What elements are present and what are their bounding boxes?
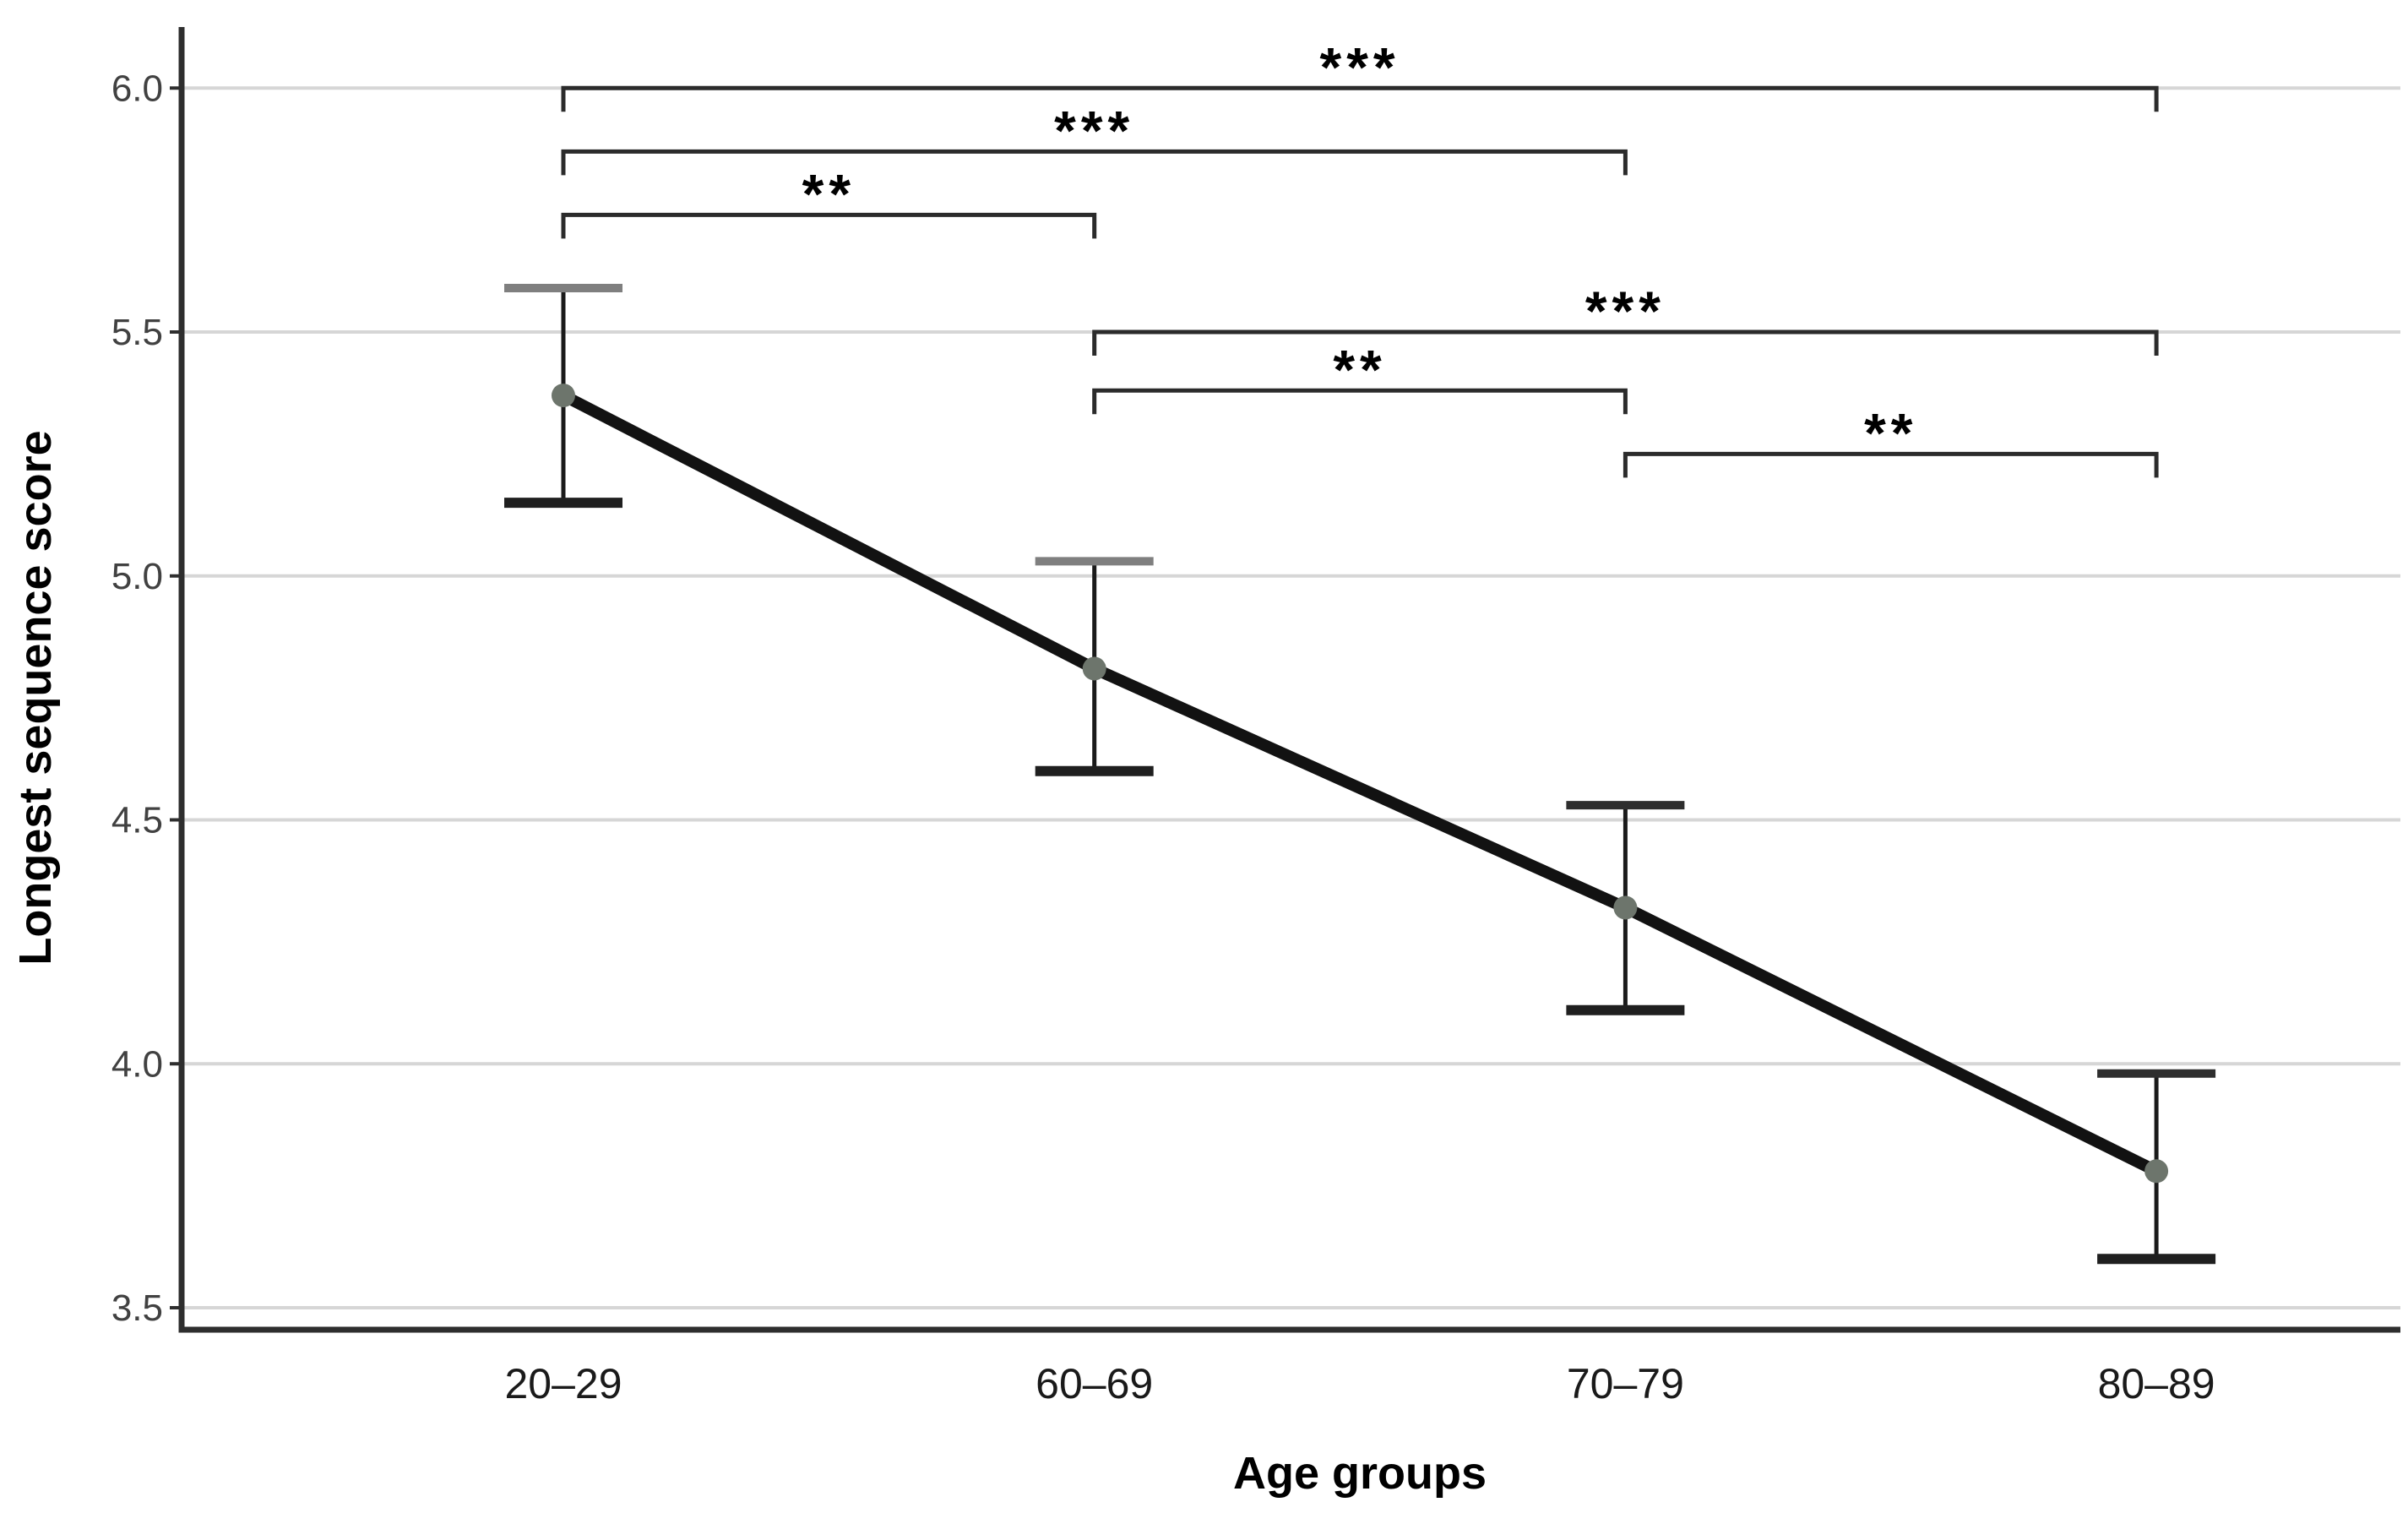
y-tick-label: 5.5 [111,312,163,353]
y-tick-label: 6.0 [111,68,163,109]
significance-label: ** [1864,401,1917,464]
y-tick-label: 4.5 [111,800,163,841]
significance-label: *** [1585,280,1666,342]
bracket [1623,451,2159,478]
bracket [561,149,1628,176]
x-tick-label: 80–89 [2098,1360,2215,1407]
data-point [1082,656,1106,681]
bracket [1092,388,1628,415]
bracket [561,212,1097,239]
y-tick-labels: 6.0 5.5 5.0 4.5 4.0 3.5 [111,68,163,1329]
bracket [1092,329,2159,356]
y-tick-label: 5.0 [111,556,163,597]
y-tick-label: 4.0 [111,1043,163,1085]
significance-brackets: *************** [561,35,2159,478]
significance-label: ** [802,162,856,225]
significance-label: ** [1333,338,1386,400]
bracket [561,85,2159,112]
significance-label: *** [1054,99,1134,161]
y-axis-ticks [170,86,182,1309]
trend-line [560,389,2160,1177]
y-axis: 6.0 5.5 5.0 4.5 4.0 3.5 [111,27,185,1333]
data-point [552,384,575,408]
x-tick-labels: 20–29 60–69 70–79 80–89 [504,1360,2215,1407]
y-tick-label: 3.5 [111,1287,163,1329]
x-tick-label: 70–79 [1567,1360,1684,1407]
x-tick-label: 60–69 [1035,1360,1153,1407]
significance-label: *** [1320,35,1400,98]
data-point [1613,895,1638,920]
y-axis-title: Longest sequence score [10,430,61,965]
x-axis-title: Age groups [1233,1448,1487,1499]
error-bars [504,284,2216,1265]
data-point [2144,1159,2169,1184]
data-points [552,384,2169,1184]
x-tick-label: 20–29 [504,1360,622,1407]
